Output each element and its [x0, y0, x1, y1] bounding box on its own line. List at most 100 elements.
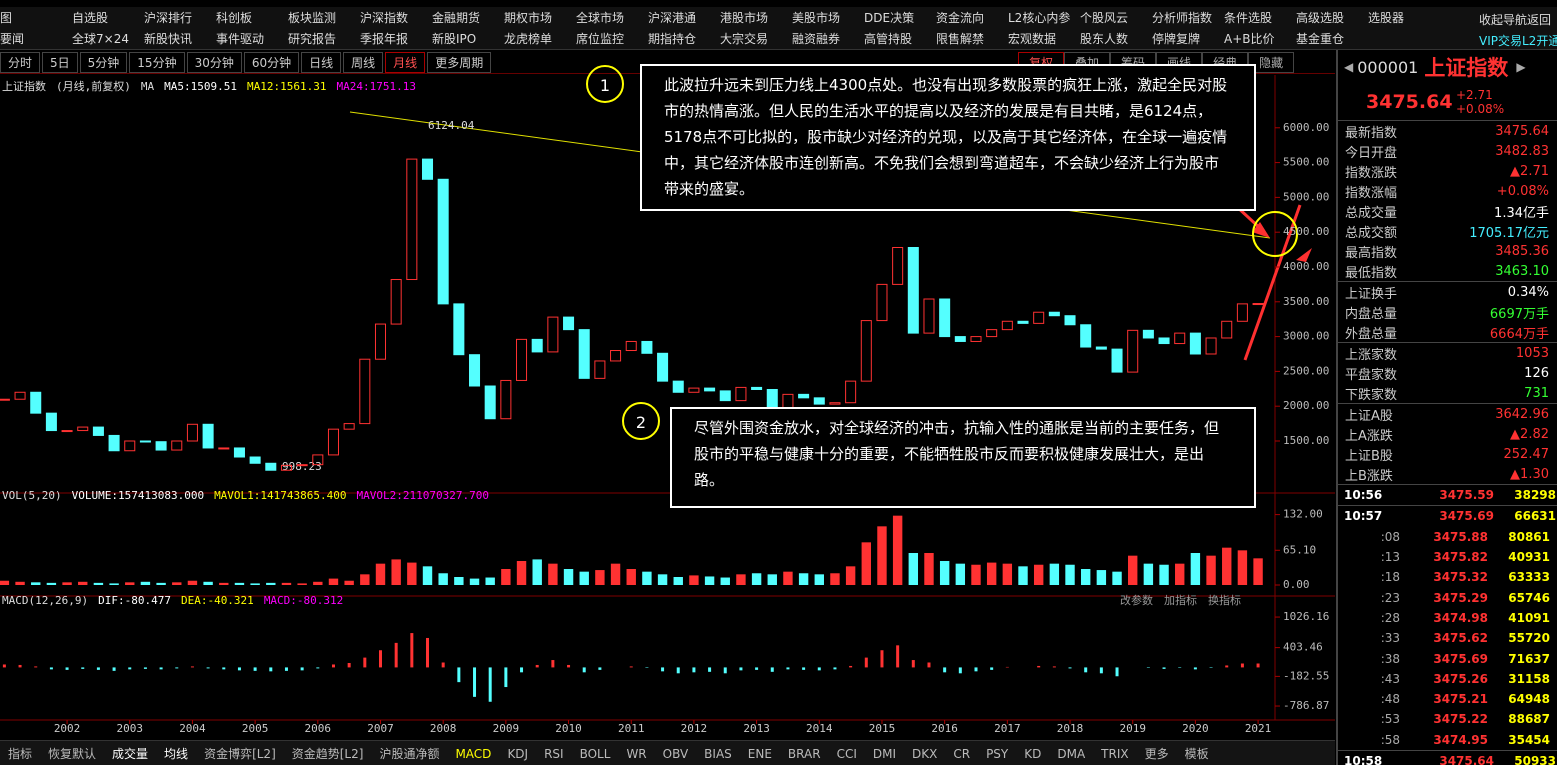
period-button[interactable]: 更多周期 [427, 52, 492, 73]
tab[interactable]: KDJ [507, 746, 529, 761]
tab[interactable]: CR [953, 746, 971, 761]
annotation-box: 尽管外围资金放水，对全球经济的冲击，抗输入性的通胀是当前的主要任务，但股市的平稳… [670, 407, 1256, 508]
tab[interactable]: 恢复默认 [48, 747, 97, 761]
tab[interactable]: RSI [544, 746, 564, 761]
volume-bar [1080, 569, 1091, 585]
tab[interactable]: OBV [662, 746, 689, 761]
nav-item[interactable]: 板块监测 [288, 11, 337, 25]
tab[interactable]: 指标 [8, 747, 33, 761]
tab[interactable]: DMA [1057, 746, 1086, 761]
nav-item[interactable]: 宏观数据 [1008, 32, 1057, 46]
nav-item[interactable]: 期权市场 [504, 11, 553, 25]
nav-item[interactable]: 新股IPO [432, 32, 477, 46]
tab[interactable]: 成交量 [112, 747, 149, 761]
nav-item[interactable]: 限售解禁 [936, 32, 985, 46]
nav-item[interactable]: L2核心内参 [1008, 11, 1071, 25]
nav-item[interactable]: A+B比价 [1224, 32, 1275, 46]
nav-item[interactable]: 期指持仓 [648, 32, 697, 46]
nav-item[interactable]: 收起导航 [1479, 13, 1528, 27]
nav-item[interactable]: 新股快讯 [144, 32, 193, 46]
nav-item[interactable]: 研究报告 [288, 32, 337, 46]
nav-item[interactable]: 融资融券 [792, 32, 841, 46]
tab[interactable]: PSY [986, 746, 1009, 761]
tab[interactable]: 资金博弈[L2] [204, 747, 276, 761]
nav-item[interactable]: 全球7×24 [72, 32, 129, 46]
period-button[interactable]: 15分钟 [129, 52, 185, 73]
nav-item[interactable]: VIP交易 [1479, 34, 1522, 48]
y-tick-label: 5000.00 [1283, 190, 1329, 203]
nav-item[interactable]: 大宗交易 [720, 32, 769, 46]
nav-item[interactable]: 金融期货 [432, 11, 481, 25]
tab[interactable]: 模板 [1184, 747, 1209, 761]
trade-row: 10:56 3475.59 38298 [1338, 485, 1557, 505]
period-button[interactable]: 周线 [343, 52, 384, 73]
tab[interactable]: MACD [455, 746, 492, 761]
tab[interactable]: DMI [872, 746, 896, 761]
candle [1142, 329, 1154, 339]
volume-bar [422, 566, 433, 585]
tab[interactable]: ENE [747, 746, 772, 761]
tab[interactable]: KD [1024, 746, 1042, 761]
quote-label: 指数涨幅 [1345, 185, 1398, 201]
nav-item[interactable]: 龙虎榜单 [504, 32, 553, 46]
nav-item[interactable]: 选股器 [1368, 11, 1405, 25]
period-button[interactable]: 5分钟 [79, 52, 128, 73]
nav-item[interactable]: 个股风云 [1080, 11, 1129, 25]
tab[interactable]: BOLL [579, 746, 611, 761]
nav-item[interactable]: 季报年报 [360, 32, 409, 46]
nav-item[interactable]: 返回 [1527, 13, 1552, 27]
annotation-number: 2 [622, 402, 660, 440]
nav-item[interactable]: 图 [0, 11, 13, 25]
nav-item[interactable]: 高级选股 [1296, 11, 1345, 25]
tab[interactable]: BIAS [704, 746, 732, 761]
tool-button[interactable]: 隐藏 [1248, 52, 1295, 73]
tab[interactable]: TRIX [1101, 746, 1129, 761]
period-button[interactable]: 60分钟 [243, 52, 300, 73]
nav-item[interactable]: 事件驱动 [216, 32, 265, 46]
trade-row: 10:58 3475.64 50933 [1338, 749, 1557, 765]
nav-item[interactable]: 科创板 [216, 11, 253, 25]
tab[interactable]: 资金趋势[L2] [291, 747, 364, 761]
nav-item[interactable]: 沪深港通 [648, 11, 697, 25]
nav-item[interactable]: 港股市场 [720, 11, 769, 25]
tab[interactable]: BRAR [787, 746, 821, 761]
candle [233, 447, 245, 458]
nav-item[interactable]: 席位监控 [576, 32, 625, 46]
nav-item[interactable]: DDE决策 [864, 11, 915, 25]
period-button[interactable]: 30分钟 [186, 52, 242, 73]
nav-item[interactable]: 股东人数 [1080, 32, 1129, 46]
period-button[interactable]: 月线 [385, 52, 426, 73]
tab[interactable]: 更多 [1144, 747, 1169, 761]
quote-row: 总成交量 1.34亿手 [1338, 201, 1557, 221]
x-tick-label: 2011 [618, 722, 645, 735]
candle [108, 434, 120, 452]
candle [0, 398, 10, 401]
nav-item[interactable]: 沪深排行 [144, 11, 193, 25]
nav-item[interactable]: 资金流向 [936, 11, 985, 25]
nav-item[interactable]: 分析师指数 [1152, 11, 1213, 25]
tab[interactable]: WR [626, 746, 647, 761]
nav-item[interactable]: 美股市场 [792, 11, 841, 25]
candle [1001, 320, 1013, 331]
nav-item[interactable]: 沪深指数 [360, 11, 409, 25]
change-abs: +2.71 [1456, 88, 1493, 102]
nav-item[interactable]: L2开通 [1522, 34, 1557, 48]
tab[interactable]: DKX [912, 746, 938, 761]
nav-item[interactable]: 基金重仓 [1296, 32, 1345, 46]
tab[interactable]: CCI [836, 746, 857, 761]
y-tick-label: -182.55 [1283, 669, 1329, 682]
nav-item[interactable]: 要闻 [0, 32, 25, 46]
nav-item[interactable]: 停牌复牌 [1152, 32, 1201, 46]
quote-value: 3642.96 [1495, 406, 1549, 422]
nav-item[interactable]: 条件选股 [1224, 11, 1273, 25]
nav-item[interactable]: 自选股 [72, 11, 109, 25]
candle [139, 440, 151, 443]
period-button[interactable]: 日线 [301, 52, 342, 73]
quote-header: ◀ 000001 上证指数 ▶ [1338, 50, 1557, 84]
period-button[interactable]: 5日 [42, 52, 78, 73]
tab[interactable]: 沪股通净额 [379, 747, 440, 761]
period-button[interactable]: 分时 [0, 52, 41, 73]
tab[interactable]: 均线 [164, 747, 189, 761]
nav-item[interactable]: 高管持股 [864, 32, 913, 46]
nav-item[interactable]: 全球市场 [576, 11, 625, 25]
